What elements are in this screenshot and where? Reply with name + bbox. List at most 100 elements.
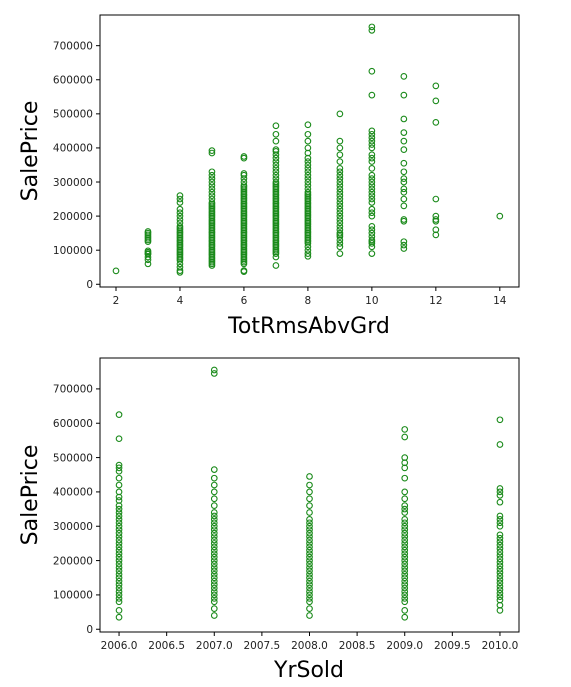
data-point [401,533,409,540]
data-point [336,178,344,186]
data-point [496,593,504,600]
data-point [496,541,504,549]
data-point [208,195,216,203]
data-point [210,574,218,582]
data-point [336,229,344,237]
data-point [400,159,408,167]
data-point [496,552,504,559]
data-point [368,154,376,162]
data-point [272,168,280,176]
data-point [115,550,123,558]
data-point [401,588,409,595]
data-point [115,512,123,520]
y-axis-title: SalePrice [18,101,43,202]
data-point [115,481,123,489]
data-point [401,553,409,561]
data-point [115,591,123,599]
data-point [115,533,123,540]
data-point [210,366,218,374]
data-point [306,574,313,582]
data-point [208,168,216,176]
data-point [401,540,409,547]
data-point [115,505,123,513]
data-point [176,267,184,274]
data-point [306,481,313,489]
y-tick-label: 100000 [53,245,93,257]
data-point [210,591,218,599]
data-point [306,473,313,480]
data-point [306,584,313,592]
data-point [304,171,312,179]
data-point [401,433,409,441]
data-point [336,144,344,152]
data-point [401,454,409,461]
data-point [272,158,280,165]
data-point [304,161,312,169]
data-point [400,202,408,210]
data-point [336,165,344,172]
data-point [368,158,376,165]
data-point [401,516,409,523]
data-point [496,569,504,576]
data-point [496,562,504,570]
data-point [115,577,123,585]
y-tick-label: 400000 [53,143,93,155]
data-point [210,584,218,592]
data-point [496,488,504,496]
data-point [400,216,408,223]
y-tick-label: 200000 [53,211,93,223]
data-point [304,137,312,145]
x-tick-label: 4 [177,295,184,307]
data-point [115,411,123,419]
data-point [115,581,123,588]
chart-rooms: 0 100000 200000 300000 400000 500000 600000 700… [18,14,520,339]
x-tick-label: 12 [429,295,442,307]
data-point [368,209,376,217]
data-point [115,519,123,527]
data-point [176,222,184,230]
data-point [306,550,313,558]
data-point [115,595,123,602]
x-tick-label: 2010.0 [482,640,519,652]
data-point [115,522,123,530]
data-point [336,199,344,206]
data-point [210,502,218,509]
data-point [272,262,280,269]
data-point [496,498,504,506]
data-point [368,199,376,206]
data-point [336,182,344,189]
data-point [304,246,312,254]
x-axis: 2006.0 2006.5 2007.0 2007.5 2008.0 2008.5 2009… [101,632,519,652]
data-point [401,557,409,564]
data-point [401,543,409,551]
data-point [115,567,123,575]
data-point [115,588,123,595]
x-axis: 2 4 6 8 10 12 14 [113,287,507,307]
y-tick-label: 600000 [53,75,93,87]
data-point [496,572,504,580]
data-point [115,464,123,472]
data-point [496,596,504,604]
data-point [208,182,216,189]
data-point [432,97,440,105]
data-point [496,534,504,542]
data-point [336,250,344,257]
data-point [368,171,376,179]
data-point [368,134,376,142]
data-point [496,586,504,594]
data-point [401,505,409,513]
data-point [368,195,376,203]
data-point [115,564,123,571]
data-point [496,522,504,530]
data-point [208,149,216,157]
data-point [400,241,408,249]
data-point [400,178,408,186]
data-point [401,522,409,530]
data-point [144,247,152,255]
data-point [336,202,344,210]
data-point [115,497,123,504]
data-point [496,576,504,583]
data-point [401,529,409,537]
data-point [368,205,376,213]
data-point [306,533,313,540]
